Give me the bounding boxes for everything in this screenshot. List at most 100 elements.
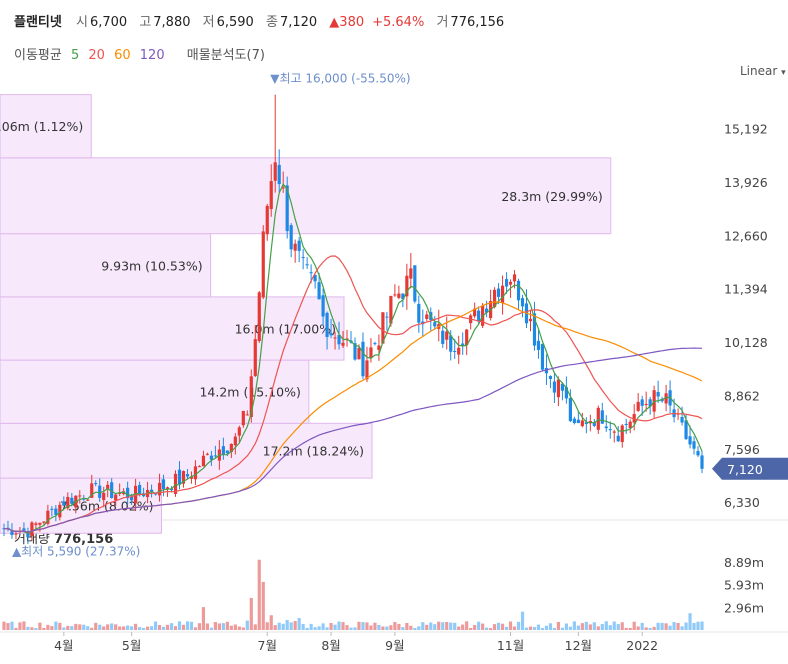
volume-bar [632, 621, 636, 630]
candle-body [82, 498, 86, 500]
volume-bar [688, 613, 692, 630]
volume-bar [664, 623, 668, 630]
volume-bar [612, 621, 616, 630]
volume-bar [297, 618, 301, 630]
volume-bar [564, 623, 568, 630]
candle-body [373, 343, 377, 345]
candle-body [313, 275, 317, 282]
candle-body [106, 484, 110, 490]
candle-body [277, 164, 281, 185]
volume-bar [572, 621, 576, 630]
candle-body [449, 335, 453, 352]
open-label: 시 [75, 15, 88, 30]
volume-bar [676, 622, 680, 630]
ma-legend[interactable]: 이동평균 5 20 60 120 매물분석도(7) [14, 44, 270, 63]
candle-body [309, 272, 313, 274]
volume-bar [357, 621, 361, 630]
candle-body [612, 431, 616, 433]
ma5-legend[interactable]: 5 [70, 48, 80, 63]
ma5-line [3, 183, 703, 535]
volume-bar [417, 626, 421, 630]
volume-bar [213, 622, 217, 630]
candle-body [90, 483, 94, 498]
volume-bar [508, 621, 513, 630]
candle-body [620, 425, 624, 443]
candle-body [130, 496, 134, 501]
close-label: 종 [265, 15, 278, 30]
volume-bar [692, 623, 696, 630]
candle-body [241, 410, 245, 426]
volume-bar [413, 627, 417, 630]
volume-profile-bar [0, 296, 345, 361]
volume-bar [62, 627, 66, 630]
x-tick-label: 8월 [321, 638, 340, 653]
volume-profile-legend[interactable]: 매물분석도(7) [186, 48, 265, 63]
x-tick-label: 5월 [122, 638, 141, 653]
volume-bar [229, 625, 233, 630]
ma60-legend[interactable]: 60 [114, 48, 131, 63]
candle-body [397, 293, 401, 298]
candle-body [54, 508, 58, 515]
candle-body [536, 340, 541, 350]
candle-body [696, 451, 700, 456]
volume-bar [453, 622, 457, 630]
x-tick-label: 12월 [565, 638, 592, 653]
candle-body [409, 268, 413, 279]
volume-bar [672, 622, 676, 630]
volume-bar [317, 626, 321, 630]
candle-body [445, 331, 449, 340]
change-value: ▲380 [329, 15, 365, 30]
open-value: 6,700 [89, 15, 128, 30]
volume-bar [209, 627, 213, 630]
volume-bar [548, 623, 553, 630]
candle-body [165, 487, 170, 490]
volume-bar [145, 626, 150, 630]
volume-bar [365, 622, 369, 630]
volume-bar [173, 626, 178, 630]
volume-bar [197, 623, 202, 630]
ma120-legend[interactable]: 120 [139, 48, 165, 63]
volume-label: 거 [436, 15, 449, 30]
volume-bar [130, 626, 134, 630]
y-tick-label: 11,394 [724, 282, 768, 297]
volume-bar [217, 623, 221, 630]
volume-bar [70, 626, 74, 630]
volume-bar [596, 626, 600, 630]
stock-header: 플랜티넷 시 6,700 고 7,880 저 6,590 종 7,120 ▲380 +5.… [14, 11, 512, 30]
candle-body [98, 485, 102, 498]
volume-bar [532, 627, 537, 630]
volume-bar [253, 624, 257, 630]
x-axis: 4월 5월 7월 8월 9월 11월 12월 2022 [54, 632, 658, 653]
candle-body [508, 281, 513, 285]
candle-body [157, 482, 162, 496]
volume-bar [660, 622, 664, 630]
candle-body [592, 422, 596, 426]
candle-body [86, 499, 90, 501]
volume-bar [277, 622, 281, 630]
candle-body [381, 312, 385, 344]
volume-bar [114, 624, 118, 630]
candle-body [365, 360, 369, 380]
volume-bar [481, 623, 485, 630]
candle-body [102, 492, 106, 501]
candle-body [369, 347, 373, 358]
candle-body [201, 455, 206, 467]
y-tick-label: 12,660 [724, 228, 768, 243]
candle-body [473, 308, 477, 317]
candle-body [433, 322, 437, 327]
volume-value: 776,156 [450, 15, 505, 30]
volume-bar [261, 581, 265, 630]
scale-mode-dropdown[interactable]: Linear ▾ [740, 64, 786, 78]
candle-body [197, 466, 202, 468]
candle-body [393, 294, 397, 296]
ma20-legend[interactable]: 20 [88, 48, 105, 63]
candle-body [664, 393, 668, 404]
candle-body [78, 495, 82, 497]
volume-bar [656, 622, 660, 630]
candle-body [500, 285, 505, 303]
volume-bar [397, 623, 401, 630]
volume-bar [14, 627, 18, 630]
volume-bar [544, 625, 549, 630]
candle-body [333, 337, 337, 339]
